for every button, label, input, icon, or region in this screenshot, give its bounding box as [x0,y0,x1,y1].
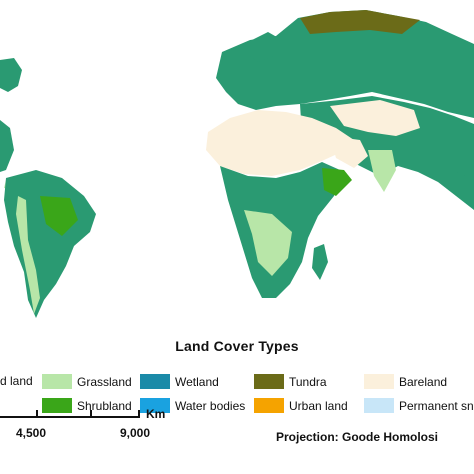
sahara-bareland [206,110,354,176]
scale-unit: Km [146,407,166,421]
legend-item-urban-land: Urban land [254,398,348,413]
world-map[interactable] [0,0,474,330]
southeast-asia-island [448,148,472,176]
legend-item-shrubland: Shrubland [42,398,132,413]
south-america-andes [16,196,40,314]
legend-item-grassland: Grassland [42,374,132,389]
legend-label-urban-land: Urban land [289,398,348,413]
south-america-shrub [40,196,78,236]
swatch-urban-land [254,398,284,413]
legend-item-tundra: Tundra [254,374,327,389]
madagascar [312,244,328,280]
legend-title: Land Cover Types [175,338,299,354]
north-america-lower [0,120,14,172]
swatch-tundra [254,374,284,389]
scale-bar: Km 4,500 9,000 [0,407,165,440]
arabia [330,136,368,168]
eurasia-north [216,10,474,118]
scale-tick [36,410,38,418]
tundra-siberia [300,10,420,34]
legend-item-cultivated-land: d land [0,374,78,388]
scale-label-9000: 9,000 [120,426,151,440]
africa-grass [244,210,292,276]
scandinavia [248,32,282,62]
scale-tick [138,410,140,418]
legend-item-bareland: Bareland [364,374,447,389]
swatch-bareland [364,374,394,389]
swatch-permanent-snow [364,398,394,413]
horn-of-africa [322,168,352,196]
legend-label-grassland: Grassland [77,374,132,389]
legend-label-permanent-snow: Permanent sno [399,398,474,413]
world-map-canvas [0,10,474,318]
legend-label-bareland: Bareland [399,374,448,389]
india [368,150,396,192]
legend-item-permanent-snow: Permanent sno [364,398,474,413]
legend-label-shrubland: Shrubland [77,398,132,413]
swatch-water-bodies [140,398,170,413]
scale-line [0,416,140,418]
scale-tick [90,410,92,418]
legend-label-cultivated-land: d land [0,374,33,388]
legend-label-tundra: Tundra [289,374,327,389]
asia-bareland [330,100,420,136]
north-america-landmass [0,58,22,92]
projection-note: Projection: Goode Homolosi [276,430,439,444]
legend-item-wetland: Wetland [140,374,219,389]
legend-label-water-bodies: Water bodies [175,398,246,413]
scale-label-4500: 4,500 [16,426,47,440]
south-america [4,170,96,318]
legend-item-water-bodies: Water bodies [140,398,245,413]
swatch-wetland [140,374,170,389]
swatch-shrubland [42,398,72,413]
legend-label-wetland: Wetland [175,374,219,389]
swatch-grassland [42,374,72,389]
